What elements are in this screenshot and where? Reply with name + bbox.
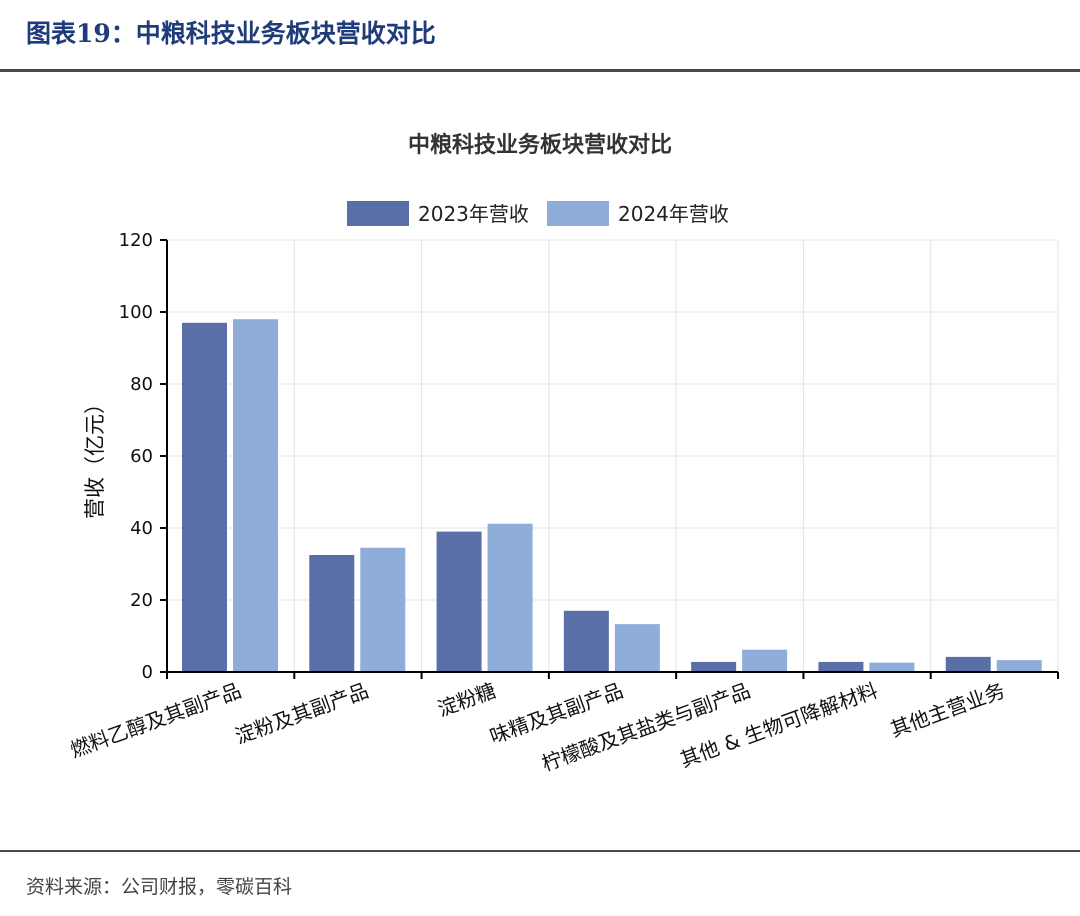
- source-note: 资料来源：公司财报，零碳百科: [26, 876, 293, 898]
- bar-1-0: [233, 319, 278, 672]
- bar-0-6: [945, 656, 991, 672]
- x-category-label-2: 淀粉糖: [434, 678, 499, 721]
- x-category-label-4: 柠檬酸及其盐类与副产品: [539, 678, 754, 776]
- y-tick-label-2: 40: [130, 518, 153, 539]
- bar-1-6: [996, 660, 1042, 672]
- chart-bars: [182, 319, 1042, 672]
- chart-title: 中粮科技业务板块营收对比: [408, 132, 672, 158]
- bar-1-2: [487, 523, 533, 672]
- y-axis-ticks: 0 20 40 60 80 100 120: [119, 230, 167, 683]
- bar-1-4: [742, 649, 788, 672]
- legend-swatch-1: [547, 201, 609, 226]
- x-category-label-6: 其他主营业务: [887, 678, 1008, 742]
- chart-axes: [166, 240, 1059, 679]
- y-tick-label-5: 100: [119, 302, 153, 323]
- bar-0-2: [436, 531, 482, 672]
- y-tick-label-6: 120: [119, 230, 153, 251]
- y-tick-label-4: 80: [130, 374, 153, 395]
- top-divider: [0, 69, 1080, 72]
- y-tick-label-3: 60: [130, 446, 153, 467]
- legend-swatch-0: [347, 201, 409, 226]
- bar-1-3: [614, 624, 660, 672]
- bar-0-0: [182, 322, 227, 672]
- bottom-divider: [0, 850, 1080, 852]
- bar-0-4: [691, 661, 737, 672]
- legend-label-1: 2024年营收: [618, 202, 729, 226]
- x-category-label-1: 淀粉及其副产品: [232, 678, 372, 748]
- bar-1-1: [360, 547, 406, 672]
- legend-label-0: 2023年营收: [418, 202, 529, 226]
- bar-0-3: [563, 610, 609, 672]
- bar-1-5: [869, 662, 915, 672]
- y-tick-label-0: 0: [142, 662, 153, 683]
- bar-chart: 中粮科技业务板块营收对比 2023年营收 2024年营收 0 20 40 60 80 100…: [67, 132, 1059, 776]
- figure-title: 图表19：中粮科技业务板块营收对比: [26, 19, 436, 48]
- chart-grid: [167, 239, 1059, 672]
- x-category-label-0: 燃料乙醇及其副产品: [67, 678, 244, 762]
- chart-legend: 2023年营收 2024年营收: [347, 201, 729, 226]
- y-tick-label-1: 20: [130, 590, 153, 611]
- bar-0-1: [309, 555, 355, 672]
- bar-0-5: [818, 661, 864, 672]
- y-axis-label: 营收（亿元）: [83, 393, 107, 519]
